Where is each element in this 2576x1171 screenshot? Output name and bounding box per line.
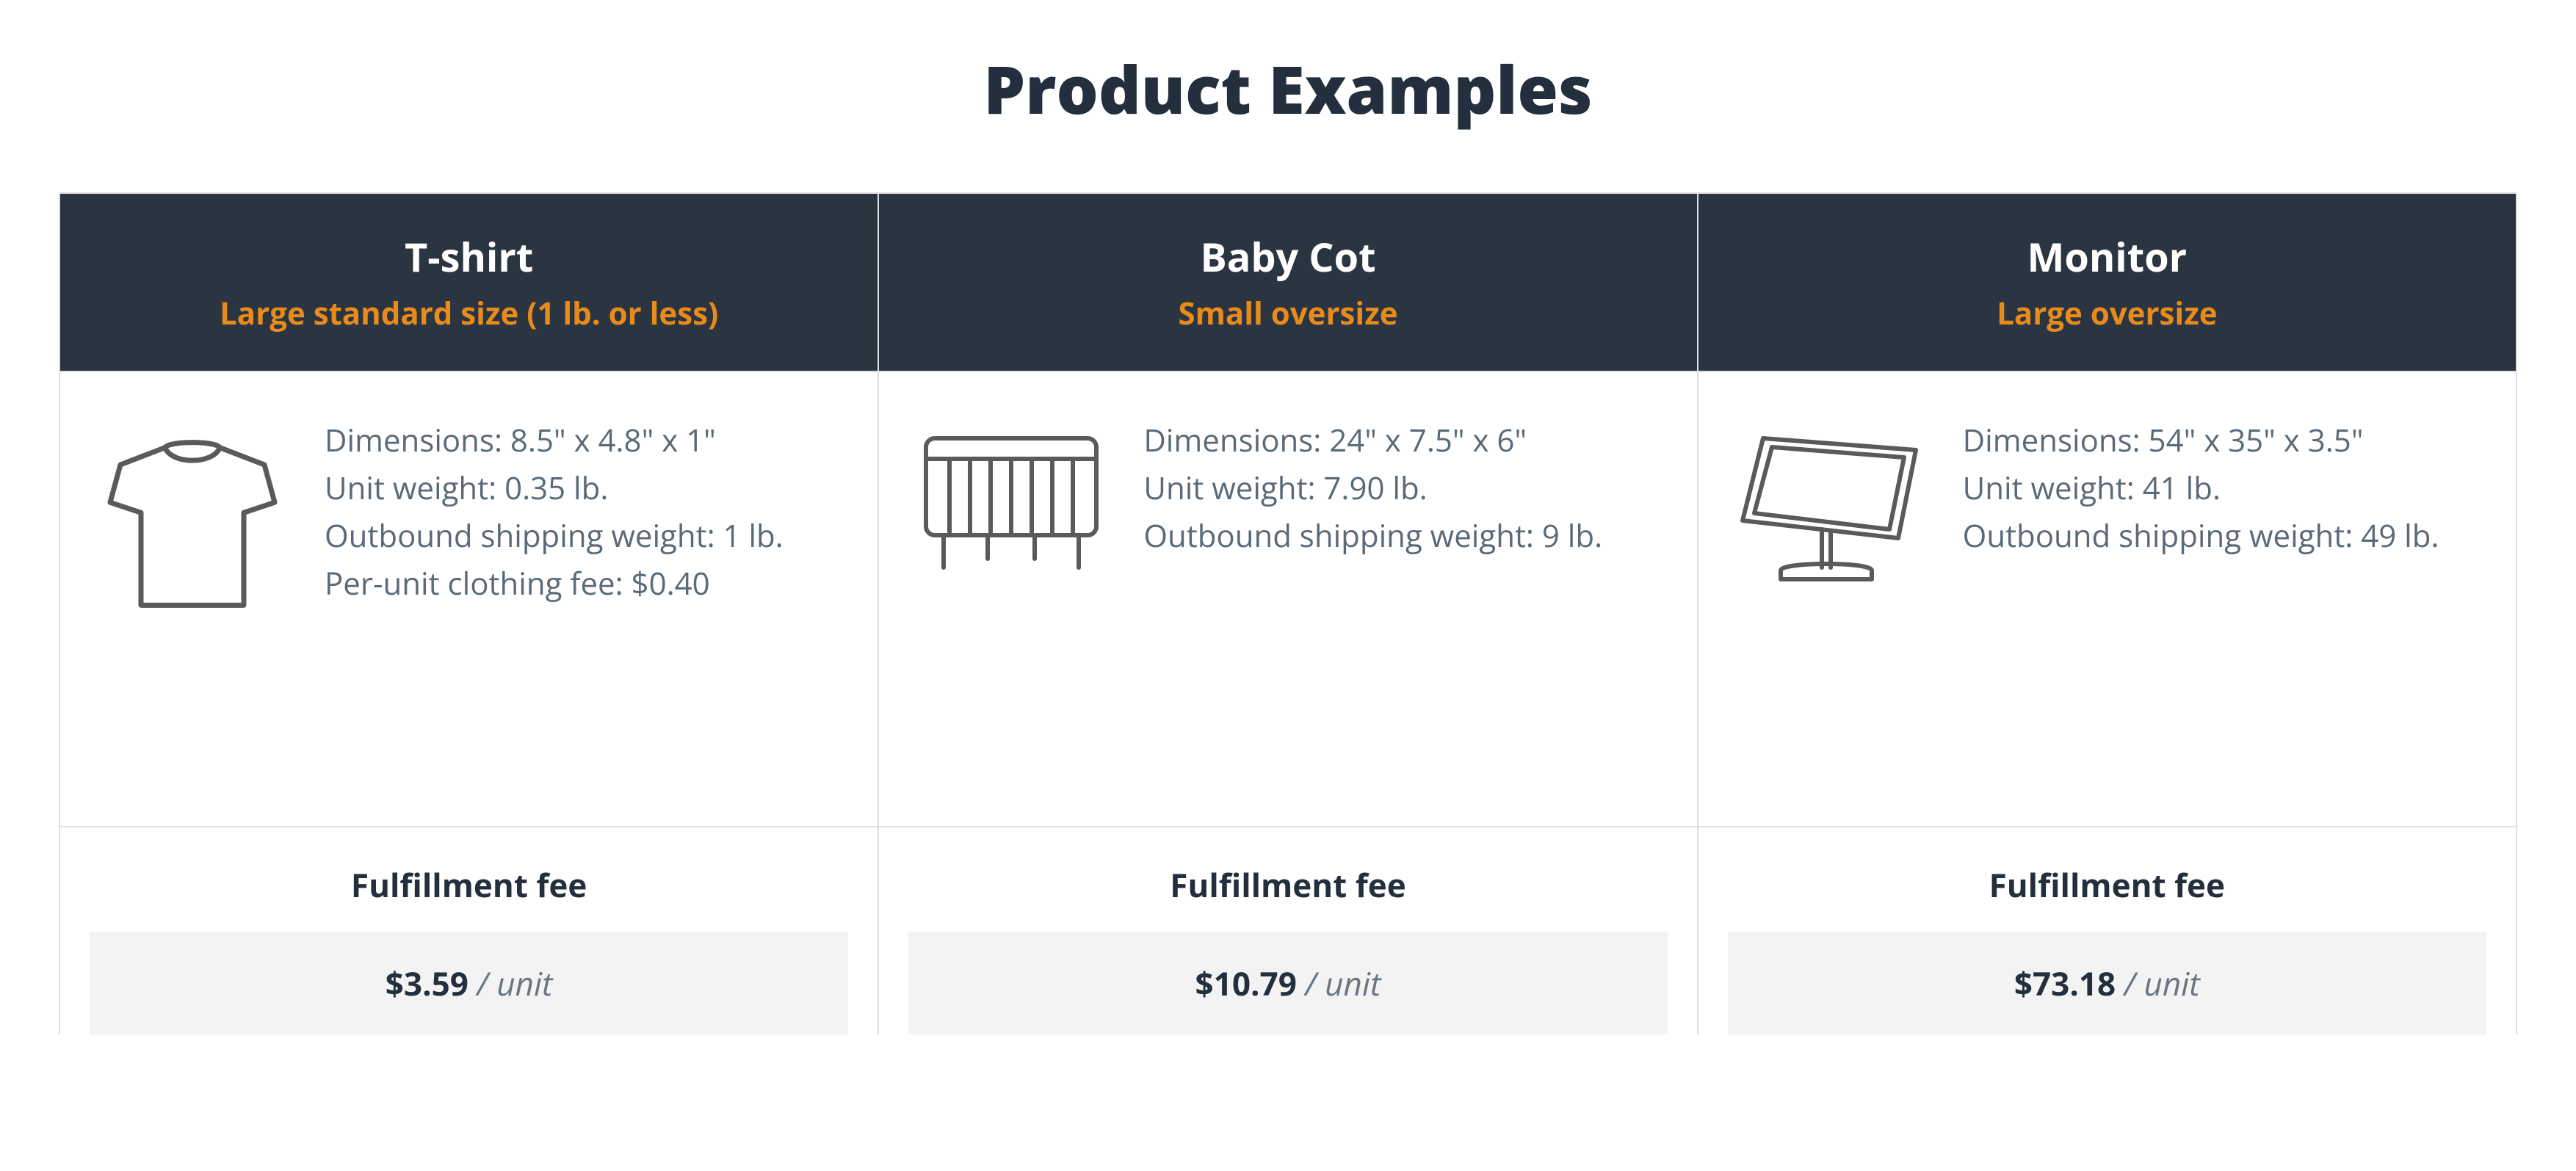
detail-line: Dimensions: 8.5" x 4.8" x 1" bbox=[325, 416, 833, 464]
fee-price: $10.79 bbox=[1195, 961, 1297, 1005]
card-details: Dimensions: 54" x 35" x 3.5" Unit weight… bbox=[1963, 416, 2472, 559]
card-title: Baby Cot bbox=[894, 229, 1682, 283]
fee-label: Fulfillment fee bbox=[908, 863, 1667, 907]
card-title: Monitor bbox=[1713, 229, 2501, 283]
product-examples-section: Product Examples T-shirt Large standard … bbox=[0, 0, 2576, 1034]
detail-line: Outbound shipping weight: 49 lb. bbox=[1963, 512, 2472, 559]
fee-price: $73.18 bbox=[2014, 961, 2116, 1005]
page-title: Product Examples bbox=[59, 44, 2517, 134]
detail-line: Outbound shipping weight: 9 lb. bbox=[1143, 512, 1652, 559]
detail-line: Dimensions: 54" x 35" x 3.5" bbox=[1963, 416, 2472, 464]
fee-box: $3.59 / unit bbox=[90, 932, 848, 1034]
card-subtitle: Small oversize bbox=[894, 292, 1682, 334]
product-card-tshirt: T-shirt Large standard size (1 lb. or le… bbox=[60, 194, 879, 1034]
crib-icon bbox=[908, 416, 1114, 585]
fee-label: Fulfillment fee bbox=[1728, 863, 2486, 907]
fee-box: $10.79 / unit bbox=[908, 932, 1667, 1034]
product-cards: T-shirt Large standard size (1 lb. or le… bbox=[59, 192, 2517, 1034]
card-fee: Fulfillment fee $3.59 / unit bbox=[60, 827, 878, 1034]
fee-unit: / unit bbox=[2116, 961, 2200, 1005]
detail-line: Dimensions: 24" x 7.5" x 6" bbox=[1143, 416, 1652, 464]
card-subtitle: Large standard size (1 lb. or less) bbox=[75, 292, 863, 334]
fee-unit: / unit bbox=[468, 961, 553, 1005]
card-title: T-shirt bbox=[75, 229, 863, 283]
monitor-icon bbox=[1728, 416, 1933, 600]
card-header: T-shirt Large standard size (1 lb. or le… bbox=[60, 194, 878, 372]
fee-unit: / unit bbox=[1297, 961, 1381, 1005]
card-header: Baby Cot Small oversize bbox=[879, 194, 1696, 372]
detail-line: Unit weight: 41 lb. bbox=[1963, 464, 2472, 512]
card-body: Dimensions: 24" x 7.5" x 6" Unit weight:… bbox=[879, 372, 1696, 827]
card-fee: Fulfillment fee $10.79 / unit bbox=[879, 827, 1696, 1034]
card-body: Dimensions: 54" x 35" x 3.5" Unit weight… bbox=[1698, 372, 2516, 827]
detail-line: Per-unit clothing fee: $0.40 bbox=[325, 559, 833, 607]
product-card-babycot: Baby Cot Small oversize bbox=[879, 194, 1698, 1034]
product-card-monitor: Monitor Large oversize Dimensions: 54" x… bbox=[1698, 194, 2517, 1034]
card-details: Dimensions: 24" x 7.5" x 6" Unit weight:… bbox=[1143, 416, 1652, 559]
fee-box: $73.18 / unit bbox=[1728, 932, 2486, 1034]
card-fee: Fulfillment fee $73.18 / unit bbox=[1698, 827, 2516, 1034]
tshirt-icon bbox=[90, 416, 295, 629]
card-body: Dimensions: 8.5" x 4.8" x 1" Unit weight… bbox=[60, 372, 878, 827]
fee-label: Fulfillment fee bbox=[90, 863, 848, 907]
detail-line: Unit weight: 7.90 lb. bbox=[1143, 464, 1652, 512]
fee-price: $3.59 bbox=[386, 961, 468, 1005]
detail-line: Outbound shipping weight: 1 lb. bbox=[325, 512, 833, 559]
card-header: Monitor Large oversize bbox=[1698, 194, 2516, 372]
card-details: Dimensions: 8.5" x 4.8" x 1" Unit weight… bbox=[325, 416, 833, 607]
detail-line: Unit weight: 0.35 lb. bbox=[325, 464, 833, 512]
card-subtitle: Large oversize bbox=[1713, 292, 2501, 334]
